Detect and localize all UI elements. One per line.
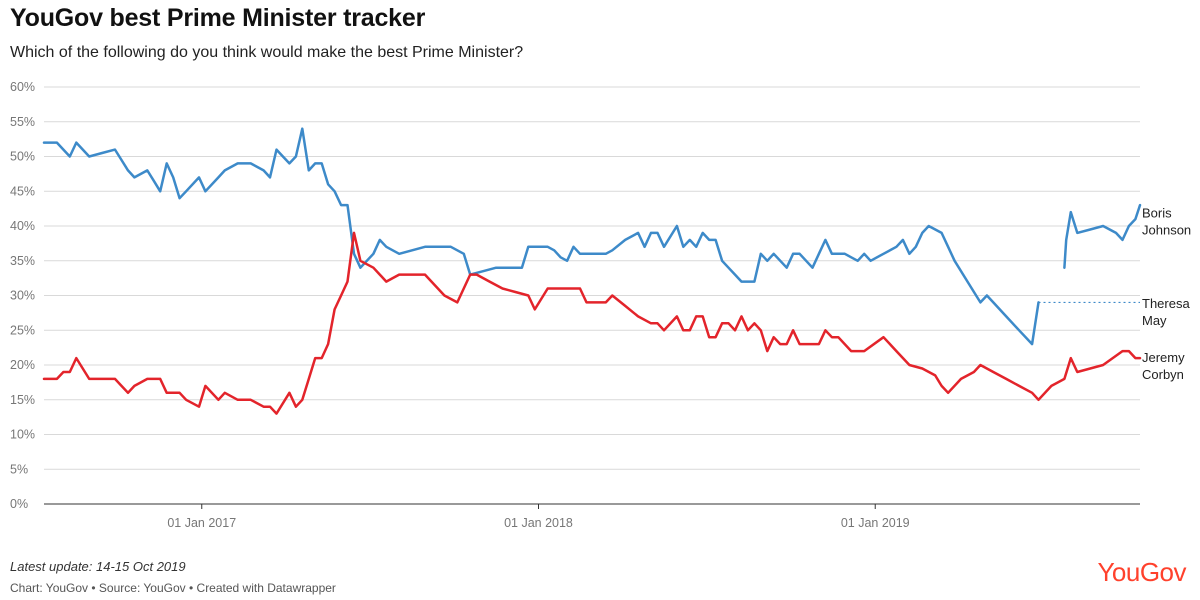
y-tick-label: 15%: [10, 393, 35, 407]
y-tick-label: 10%: [10, 428, 35, 442]
y-tick-label: 55%: [10, 115, 35, 129]
y-tick-label: 0%: [10, 497, 28, 511]
series-line-boris-johnson: [1063, 203, 1142, 269]
source-credit: Chart: YouGov • Source: YouGov • Created…: [10, 581, 336, 595]
y-tick-label: 45%: [10, 184, 35, 198]
chart-title: YouGov best Prime Minister tracker: [10, 4, 426, 32]
x-tick-label: 01 Jan 2019: [841, 516, 910, 530]
y-tick-label: 20%: [10, 358, 35, 372]
y-tick-label: 35%: [10, 254, 35, 268]
x-tick-label: 01 Jan 2017: [167, 516, 236, 530]
series-line-jeremy-corbyn: [42, 231, 1142, 415]
label-theresa-may: Theresa May: [1142, 296, 1190, 328]
y-tick-label: 40%: [10, 219, 35, 233]
label-jeremy-corbyn: Jeremy Corbyn: [1142, 350, 1185, 382]
latest-update-note: Latest update: 14-15 Oct 2019: [10, 559, 186, 574]
y-tick-label: 50%: [10, 150, 35, 164]
y-tick-label: 60%: [10, 80, 35, 94]
label-boris-johnson: Boris Johnson: [1142, 205, 1191, 237]
chart-subtitle: Which of the following do you think woul…: [10, 44, 524, 61]
x-tick-label: 01 Jan 2018: [504, 516, 573, 530]
y-tick-label: 25%: [10, 323, 35, 337]
y-tick-label: 5%: [10, 462, 28, 476]
y-tick-label: 30%: [10, 289, 35, 303]
yougov-logo: YouGov: [1097, 557, 1186, 587]
series-line-theresa-may: [42, 127, 1040, 346]
